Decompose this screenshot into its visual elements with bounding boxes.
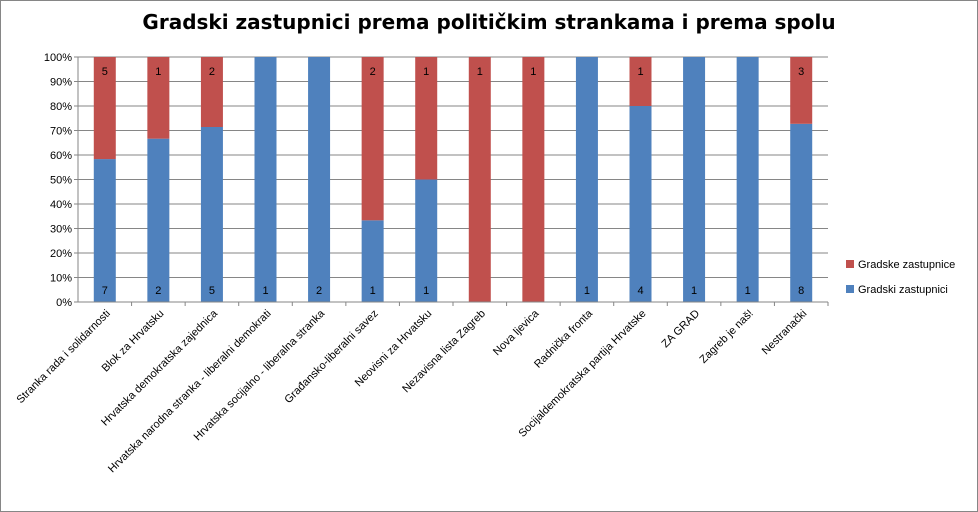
data-label: 7 bbox=[102, 285, 108, 297]
data-label: 2 bbox=[316, 285, 322, 297]
x-tick-label: Građansko-liberalni savez bbox=[282, 308, 380, 406]
y-tick-label: 70% bbox=[50, 126, 72, 138]
data-label: 1 bbox=[584, 285, 590, 297]
bar-segment-gradske-zastupnice bbox=[629, 57, 652, 106]
data-label: 2 bbox=[155, 285, 161, 297]
bar-segment-gradske-zastupnice bbox=[415, 57, 438, 180]
data-label: 1 bbox=[370, 285, 376, 297]
bar-segment-gradske-zastupnice bbox=[200, 57, 223, 127]
bar-segment-gradski-zastupnici bbox=[790, 123, 813, 303]
bar-segment-gradski-zastupnici bbox=[254, 57, 277, 302]
bar-segment-gradske-zastupnice bbox=[93, 57, 116, 160]
data-label: 8 bbox=[798, 285, 804, 297]
bar-segment-gradski-zastupnici bbox=[200, 127, 223, 302]
data-label: 2 bbox=[209, 66, 215, 78]
bar-segment-gradske-zastupnice bbox=[147, 57, 170, 139]
bar-segment-gradske-zastupnice bbox=[790, 57, 813, 124]
y-tick-label: 20% bbox=[50, 248, 72, 260]
data-label: 1 bbox=[423, 66, 429, 78]
x-tick-label: Hrvatska demokratska zajednica bbox=[99, 307, 221, 429]
bar-segment-gradski-zastupnici bbox=[575, 57, 598, 302]
data-label: 1 bbox=[691, 285, 697, 297]
bar-segment-gradski-zastupnici bbox=[629, 106, 652, 302]
data-label: 1 bbox=[745, 285, 751, 297]
bar-segment-gradski-zastupnici bbox=[147, 138, 170, 302]
x-tick-label: Stranka rada i solidarnosti bbox=[14, 308, 112, 406]
y-tick-label: 0% bbox=[56, 297, 72, 309]
x-tick-label: Nova ljevica bbox=[491, 307, 542, 358]
bar-segment-gradske-zastupnice bbox=[522, 57, 545, 302]
bar-segment-gradski-zastupnici bbox=[93, 159, 116, 302]
bar-segment-gradski-zastupnici bbox=[683, 57, 706, 302]
y-tick-label: 80% bbox=[50, 101, 72, 113]
bar-segment-gradski-zastupnici bbox=[415, 179, 438, 302]
y-tick-label: 40% bbox=[50, 199, 72, 211]
y-tick-label: 30% bbox=[50, 224, 72, 236]
bar-segment-gradski-zastupnici bbox=[361, 220, 384, 302]
data-label: 1 bbox=[262, 285, 268, 297]
x-tick-label: Zagreb je naš! bbox=[698, 308, 756, 366]
y-tick-label: 90% bbox=[50, 77, 72, 89]
chart-title: Gradski zastupnici prema političkim stra… bbox=[142, 10, 836, 34]
data-label: 2 bbox=[370, 66, 376, 78]
data-label: 1 bbox=[477, 66, 483, 78]
y-tick-label: 60% bbox=[50, 150, 72, 162]
bar-segment-gradski-zastupnici bbox=[308, 57, 331, 302]
y-tick-label: 100% bbox=[44, 52, 72, 64]
y-tick-label: 10% bbox=[50, 273, 72, 285]
data-label: 1 bbox=[637, 66, 643, 78]
legend-swatch bbox=[846, 260, 854, 268]
bar-segment-gradski-zastupnici bbox=[736, 57, 759, 302]
data-label: 1 bbox=[423, 285, 429, 297]
legend-swatch bbox=[846, 285, 854, 293]
y-tick-label: 50% bbox=[50, 175, 72, 187]
bar-segment-gradske-zastupnice bbox=[361, 57, 384, 221]
data-label: 4 bbox=[637, 285, 643, 297]
x-tick-label: ZA GRAD bbox=[660, 308, 703, 351]
data-label: 1 bbox=[155, 66, 161, 78]
data-label: 1 bbox=[530, 66, 536, 78]
data-label: 5 bbox=[209, 285, 215, 297]
x-tick-label: Nestranački bbox=[760, 308, 810, 358]
legend-label: Gradske zastupnice bbox=[858, 259, 955, 271]
data-label: 5 bbox=[102, 66, 108, 78]
data-label: 3 bbox=[798, 66, 804, 78]
bar-segment-gradske-zastupnice bbox=[468, 57, 491, 302]
legend-label: Gradski zastupnici bbox=[858, 284, 948, 296]
